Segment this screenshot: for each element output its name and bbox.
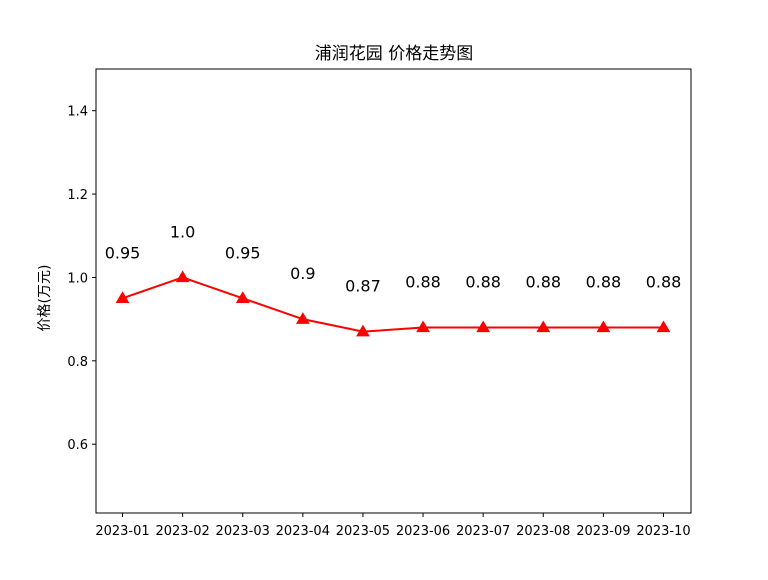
data-value-label: 0.88 [405,272,441,291]
data-value-label: 0.95 [225,243,261,262]
data-labels: 0.95 1.0 0.95 0.9 0.87 0.88 0.88 0.88 0.88 0.88 [105,222,682,295]
y-tick-label: 0.8 [67,355,88,370]
data-point-marker [356,324,370,337]
x-tick-label: 2023-04 [276,524,330,539]
data-value-label: 1.0 [170,222,195,241]
x-axis-ticks: 2023-01 2023-02 2023-03 2023-04 2023-05 2023-… [95,513,691,539]
y-tick-label: 1.2 [67,188,88,203]
x-tick-label: 2023-07 [456,524,510,539]
data-value-label: 0.88 [586,272,622,291]
x-tick-label: 2023-03 [216,524,270,539]
chart-title: 浦润花园 价格走势图 [315,44,473,64]
data-point-marker [476,320,491,333]
x-tick-label: 2023-08 [516,524,570,539]
data-point-marker [295,312,310,324]
data-point-marker [536,320,551,333]
data-point-marker [115,291,130,303]
x-tick-label: 2023-10 [636,524,690,539]
data-value-label: 0.95 [105,243,141,262]
data-value-label: 0.9 [290,264,315,283]
data-point-marker [235,291,250,303]
x-tick-label: 2023-02 [155,524,209,539]
data-point-marker [596,320,611,333]
data-point-marker [175,270,190,283]
data-value-label: 0.87 [345,277,381,296]
x-tick-label: 2023-09 [576,524,630,539]
data-point-marker [416,320,430,333]
data-value-label: 0.88 [525,272,561,291]
data-value-label: 0.88 [465,272,501,291]
x-tick-label: 2023-06 [396,524,450,539]
y-tick-label: 1.4 [67,105,88,120]
y-axis-title: 价格(万元) [37,265,53,332]
data-value-label: 0.88 [646,272,682,291]
y-tick-label: 0.6 [67,438,88,453]
data-point-marker [656,320,671,333]
series-line [122,276,664,333]
y-axis-ticks: 0.6 0.8 1.0 1.2 1.4 [67,105,96,453]
y-tick-label: 1.0 [67,271,88,286]
x-tick-label: 2023-05 [336,524,390,539]
series-layer [115,270,671,337]
x-tick-label: 2023-01 [95,524,149,539]
plot-area-frame [95,68,692,514]
